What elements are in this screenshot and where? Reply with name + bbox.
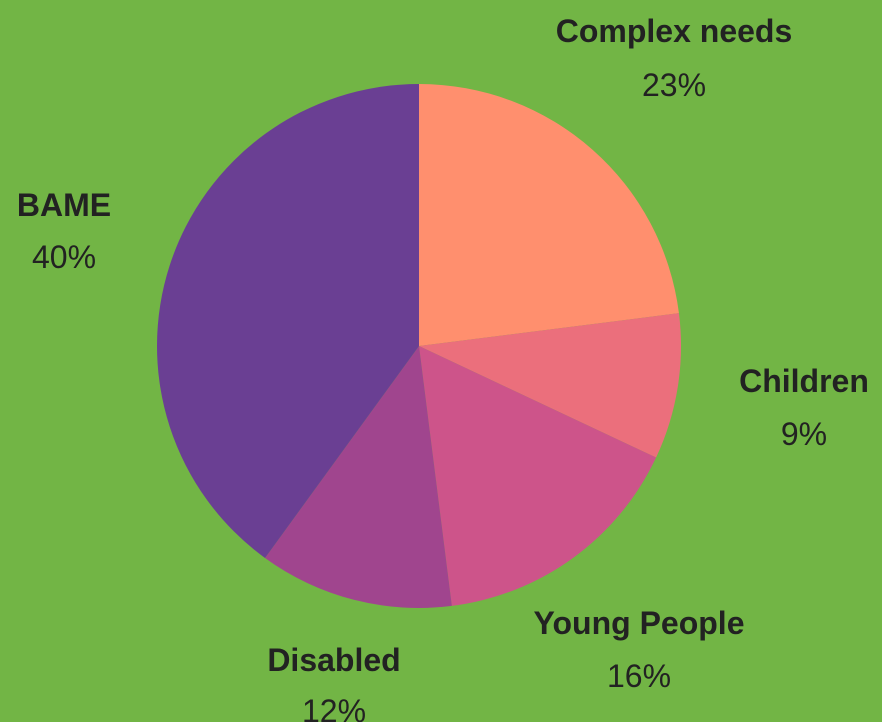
slice-value-disabled: 12%	[302, 693, 366, 722]
pie-slice-bame	[157, 84, 419, 558]
slice-label-children: Children	[739, 363, 869, 399]
slice-label-complex-needs: Complex needs	[556, 13, 793, 49]
pie-slice-disabled	[265, 346, 452, 608]
pie-slice-young-people	[419, 346, 657, 606]
pie-slices	[157, 84, 682, 608]
pie-slice-children	[419, 313, 682, 458]
slice-label-disabled: Disabled	[267, 642, 400, 678]
slice-value-children: 9%	[781, 416, 827, 452]
slice-label-bame: BAME	[17, 187, 111, 223]
pie-labels: Complex needs 23% Children 9% Young Peop…	[17, 13, 869, 722]
pie-slice-complex-needs	[419, 84, 679, 346]
slice-value-bame: 40%	[32, 239, 96, 275]
slice-value-young-people: 16%	[607, 658, 671, 694]
slice-label-young-people: Young People	[534, 605, 745, 641]
slice-value-complex-needs: 23%	[642, 67, 706, 103]
